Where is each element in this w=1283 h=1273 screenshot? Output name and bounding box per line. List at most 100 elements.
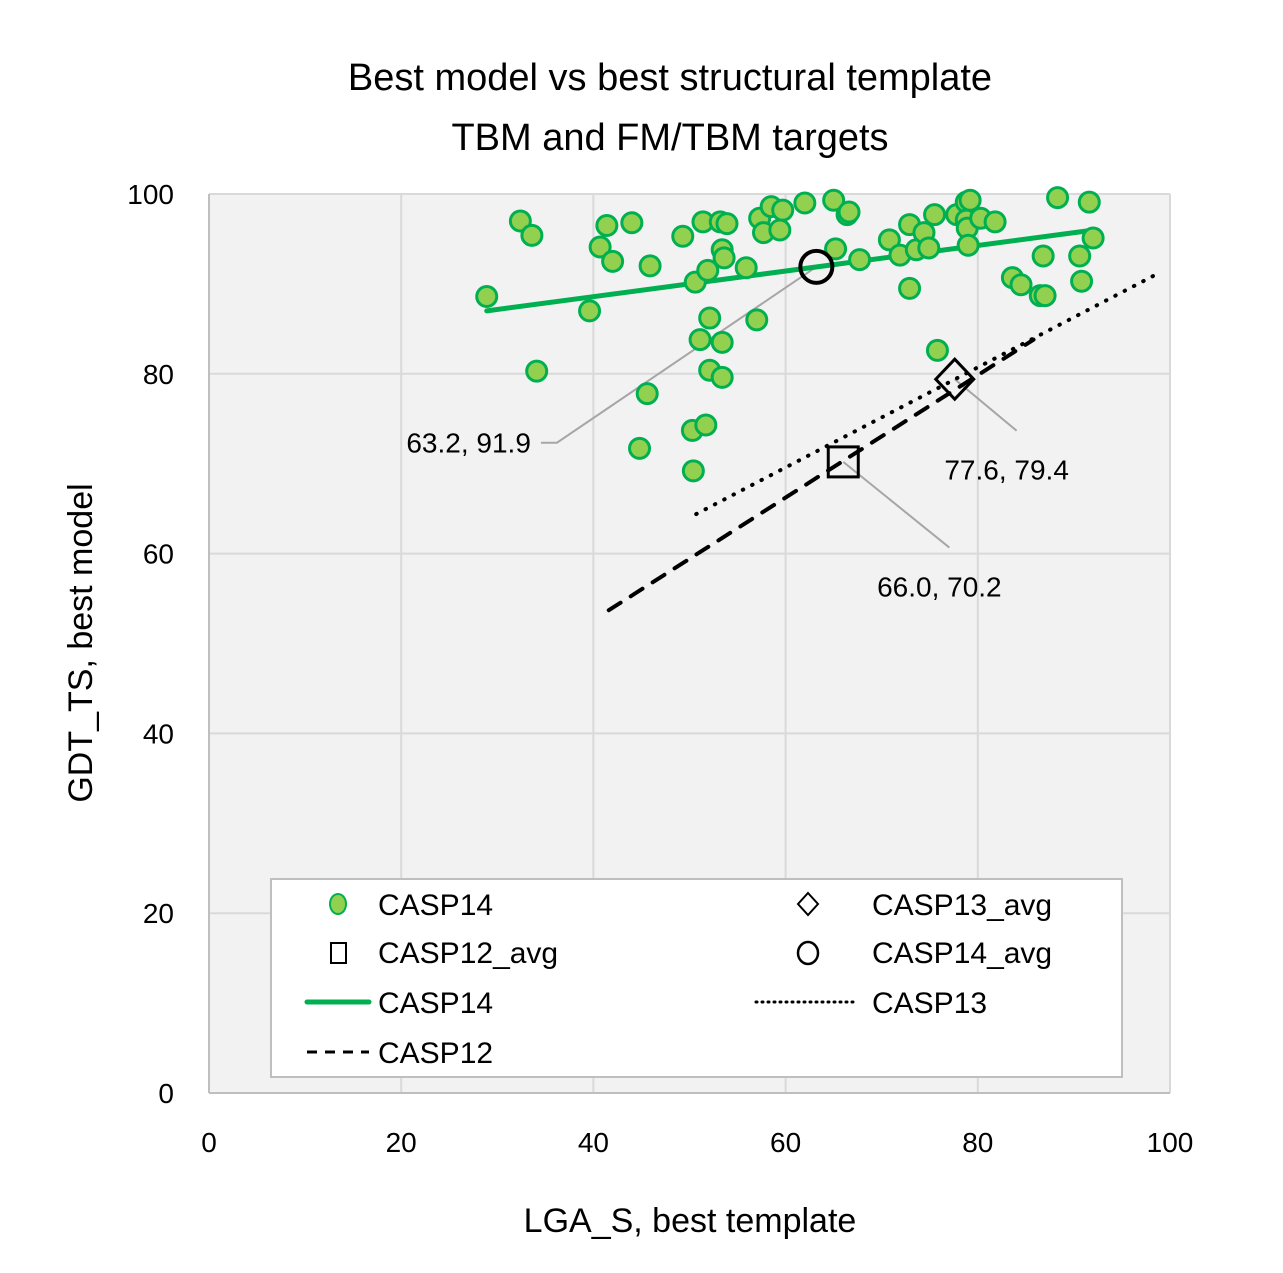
casp14-data-point [923, 203, 947, 227]
y-tick-label: 0 [158, 1078, 174, 1109]
casp14-data-point [822, 188, 846, 212]
chart-title-line-2: TBM and FM/TBM targets [451, 117, 888, 159]
legend-label: CASP12_avg [378, 937, 558, 970]
annotation-leader-line [540, 265, 817, 444]
casp14-data-point [745, 308, 769, 332]
casp14-data-point [1081, 226, 1105, 250]
casp14-data-point [620, 211, 644, 235]
casp14-data-point [638, 254, 662, 278]
x-tick-label: 60 [770, 1127, 801, 1158]
annotations: 63.2, 91.9 77.6, 79.4 66.0, 70.2 [406, 428, 1069, 603]
legend: CASP14 CASP13_avg CASP12_avg CASP14_avg … [270, 878, 1123, 1078]
casp14-data-point [925, 338, 949, 362]
y-tick-label: 40 [143, 718, 174, 749]
legend-item-casp12-trend: CASP12 [307, 1037, 493, 1070]
legend-label: CASP14_avg [872, 937, 1052, 970]
casp14-data-point [588, 235, 612, 259]
legend-item-casp13-trend: CASP13 [754, 987, 987, 1020]
casp14-data-point [958, 188, 982, 212]
casp14-data-point [710, 330, 734, 354]
chart-title-line-1: Best model vs best structural template [348, 57, 992, 99]
casp14-data-point [681, 459, 705, 483]
casp14-data-point [694, 413, 718, 437]
casp13-avg-marker [933, 357, 976, 402]
casp14-data-point [877, 228, 901, 252]
casp14-data-point [635, 382, 659, 406]
casp12-avg-marker [826, 445, 860, 479]
y-tick-label: 60 [143, 539, 174, 570]
legend-item-casp14-avg: CASP14_avg [796, 937, 1052, 970]
legend-item-casp14-trend: CASP14 [304, 987, 493, 1020]
casp14-data-point [734, 256, 758, 280]
casp14-data-point [1031, 244, 1055, 268]
legend-label: CASP12 [378, 1037, 493, 1070]
y-tick-label: 20 [143, 898, 174, 929]
casp14-data-point [696, 258, 720, 282]
legend-label: CASP14 [378, 889, 493, 922]
legend-diamond-icon [796, 891, 820, 917]
legend-box [270, 878, 1123, 1078]
casp14-data-point [1077, 190, 1101, 214]
legend-green-circle-icon [329, 893, 347, 915]
legend-item-casp12-avg: CASP12_avg [330, 937, 558, 970]
casp14-data-point [601, 249, 625, 273]
legend-item-casp13-avg: CASP13_avg [796, 889, 1052, 922]
legend-circle-icon [796, 940, 820, 966]
trendlines [484, 227, 1163, 613]
casp14-data-point [1070, 269, 1094, 293]
casp14-data-point [520, 223, 544, 247]
casp14-data-point [710, 365, 734, 389]
y-tick-label: 80 [143, 359, 174, 390]
casp14-data-point [824, 237, 848, 261]
y-tick-label: 100 [127, 179, 174, 210]
casp14-data-point [1046, 186, 1070, 210]
trendline-casp12 [606, 337, 1036, 613]
x-tick-label: 20 [386, 1127, 417, 1158]
y-axis-label: GDT_TS, best model [62, 483, 100, 802]
legend-label: CASP14 [378, 987, 493, 1020]
casp14-data-point [712, 246, 736, 270]
casp14-data-point [848, 248, 872, 272]
casp14-data-point [698, 306, 722, 330]
casp14-data-point [956, 233, 980, 257]
annotation-leader-line [842, 461, 950, 549]
x-tick-labels: 0 20 40 60 80 100 [201, 1127, 1193, 1158]
legend-item-casp14-points: CASP14 [329, 889, 493, 922]
casp14-data-point [1068, 244, 1092, 268]
legend-square-icon [330, 942, 347, 964]
x-tick-label: 40 [578, 1127, 609, 1158]
casp14-data-point [578, 299, 602, 323]
casp14-data-point [793, 191, 817, 215]
trendline-casp13 [694, 270, 1163, 517]
casp14-data-point [595, 213, 619, 237]
y-tick-labels: 0 20 40 60 80 100 [127, 179, 174, 1109]
annotation-label: 66.0, 70.2 [877, 572, 1002, 603]
casp14-avg-marker [798, 248, 835, 285]
casp14-data-point [983, 210, 1007, 234]
casp14-data-point [628, 436, 652, 460]
casp14-points [475, 186, 1105, 483]
annotation-label: 63.2, 91.9 [406, 428, 531, 459]
casp14-data-point [768, 218, 792, 242]
casp14-data-point [917, 236, 941, 260]
casp14-data-point [525, 359, 549, 383]
casp14-data-point [837, 200, 861, 224]
x-tick-label: 80 [962, 1127, 993, 1158]
x-tick-label: 0 [201, 1127, 217, 1158]
casp14-data-point [771, 198, 795, 222]
casp14-data-point [898, 276, 922, 300]
casp14-data-point [1009, 273, 1033, 297]
x-tick-label: 100 [1147, 1127, 1194, 1158]
casp14-data-point [688, 328, 712, 352]
legend-label: CASP13_avg [872, 889, 1052, 922]
casp14-data-point [1033, 284, 1057, 308]
casp14-data-point [671, 224, 695, 248]
casp14-data-point [475, 284, 499, 308]
average-markers [798, 248, 976, 479]
x-axis-label: LGA_S, best template [524, 1202, 857, 1240]
trendline-casp14 [484, 227, 1097, 314]
casp14-data-point [715, 212, 739, 236]
annotation-label: 77.6, 79.4 [944, 455, 1069, 486]
legend-label: CASP13 [872, 987, 987, 1020]
